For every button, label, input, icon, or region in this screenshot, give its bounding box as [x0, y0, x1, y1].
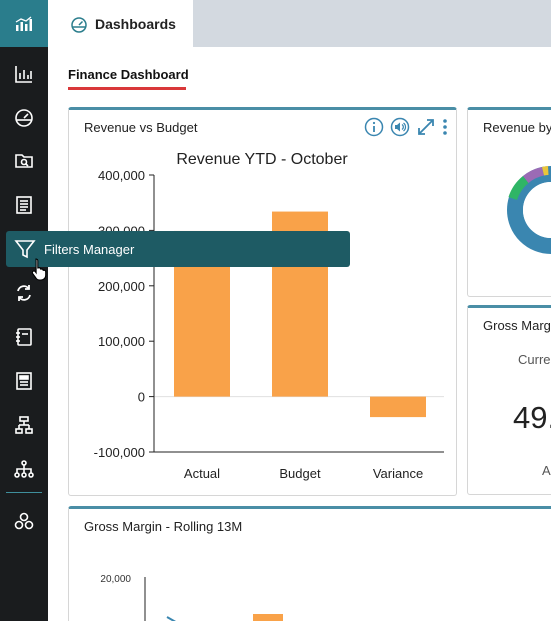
sidebar: [0, 0, 48, 621]
filters-manager-tooltip[interactable]: Filters Manager: [6, 231, 350, 267]
speaker-icon[interactable]: [390, 117, 410, 137]
bar-variance: [370, 396, 426, 418]
card-title: Gross Marg: [483, 318, 551, 333]
kpi-value: 49.: [513, 400, 551, 435]
donut-slice-purple: [523, 167, 544, 183]
y-tick-label: 20,000: [100, 574, 131, 585]
x-tick-label: Budget: [279, 466, 321, 481]
analytics-logo-icon[interactable]: [0, 0, 48, 47]
card-title: Revenue by: [483, 120, 551, 135]
y-tick-label: 200,000: [98, 279, 145, 294]
info-icon[interactable]: [364, 117, 384, 137]
filter-icon: [14, 240, 36, 259]
x-tick-label: Variance: [373, 466, 423, 481]
x-tick-label: Actual: [184, 466, 220, 481]
tab-bar: Dashboards: [48, 0, 551, 47]
dashboard-gauge-icon[interactable]: [0, 100, 48, 134]
expand-icon[interactable]: [416, 117, 436, 137]
bar: [253, 614, 283, 621]
kpi-sub-label: A: [542, 463, 551, 478]
donut-slice-yellow: [542, 166, 549, 176]
gross-margin-rolling-chart: 20,000: [100, 574, 283, 621]
dashboard-gauge-icon: [71, 16, 87, 33]
revenue-donut-chart: [507, 166, 551, 254]
revenue-by-card: Revenue by: [467, 107, 551, 297]
sync-icon[interactable]: [0, 276, 48, 310]
gross-margin-kpi-card: Gross Marg Curre 49. A: [467, 305, 551, 495]
hierarchy-icon[interactable]: [0, 408, 48, 442]
document-icon[interactable]: [0, 364, 48, 398]
donut-slice-blue: [507, 166, 551, 254]
y-tick-label: 0: [138, 390, 145, 405]
cluster-icon[interactable]: [0, 504, 48, 538]
org-tree-icon[interactable]: [0, 452, 48, 486]
tab-label: Dashboards: [95, 15, 176, 32]
y-tick-label: 400,000: [98, 168, 145, 183]
chart-title: Revenue YTD - October: [176, 151, 348, 168]
y-tick-label: 100,000: [98, 334, 145, 349]
notebook-icon[interactable]: [0, 320, 48, 354]
sidebar-divider: [6, 492, 42, 493]
tooltip-label: Filters Manager: [44, 241, 135, 257]
subtab-underline: [68, 87, 186, 90]
folder-search-icon[interactable]: [0, 143, 48, 177]
bar-chart-icon[interactable]: [0, 57, 48, 91]
series-line: [166, 616, 177, 621]
card-title: Revenue vs Budget: [84, 120, 198, 135]
subtab-finance-dashboard[interactable]: Finance Dashboard: [68, 67, 189, 82]
gross-margin-rolling-card: Gross Margin - Rolling 13M 20,000: [68, 506, 551, 621]
hand-cursor-icon: [31, 258, 47, 281]
revenue-vs-budget-card: Revenue vs Budget Revenue YTD - October 4…: [68, 107, 457, 496]
tab-dashboards[interactable]: Dashboards: [48, 0, 193, 47]
revenue-ytd-chart: Revenue YTD - October400,000300,000200,0…: [94, 151, 444, 481]
kpi-current-label: Curre: [518, 352, 551, 367]
donut-slice-green: [508, 176, 529, 200]
more-options-icon[interactable]: [442, 118, 448, 136]
y-tick-label: -100,000: [94, 445, 145, 460]
card-title: Gross Margin - Rolling 13M: [84, 519, 243, 534]
report-book-icon[interactable]: [0, 188, 48, 222]
